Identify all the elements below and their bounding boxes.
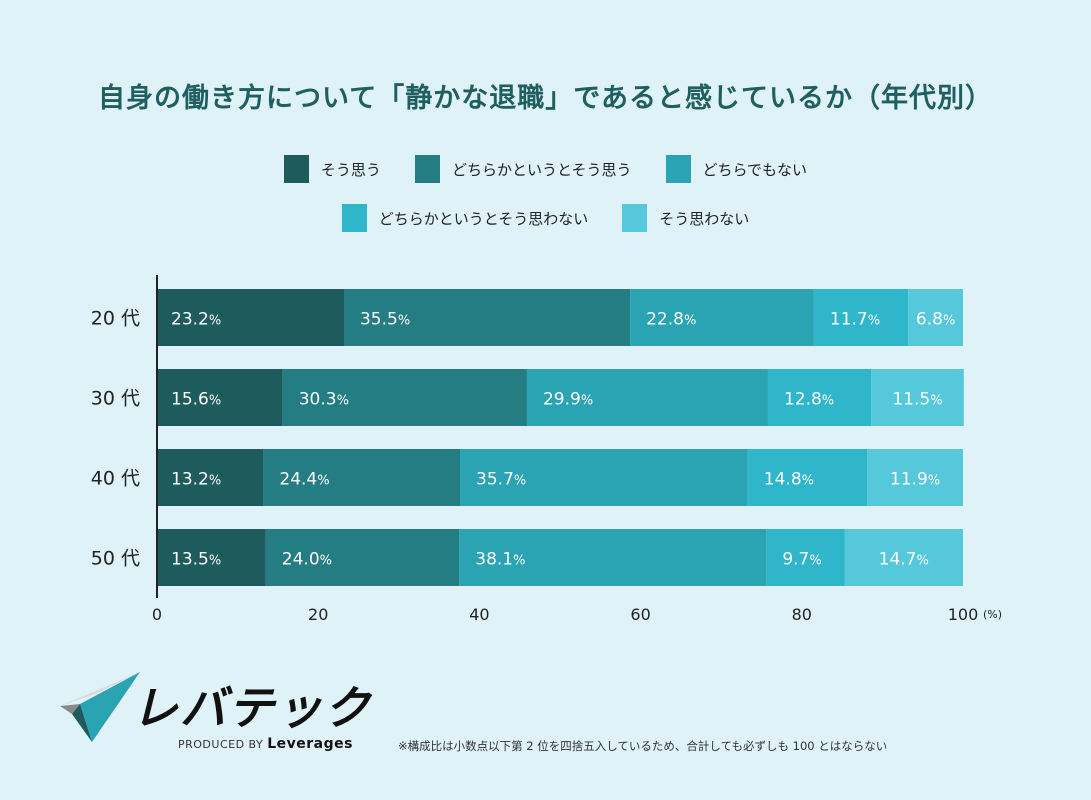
levtech-logo-icon: [60, 672, 140, 742]
data-label: 6.8%: [916, 310, 955, 330]
data-label: 38.1%: [475, 550, 525, 570]
data-label: 23.2%: [171, 310, 221, 330]
legend-item: どちらかというとそう思う: [414, 155, 632, 183]
bar-segment: [844, 529, 963, 586]
legend-label: どちらかというとそう思う: [451, 160, 632, 179]
bar-segment: [460, 449, 748, 506]
data-label: 35.7%: [476, 470, 526, 490]
bar-segment: [908, 289, 963, 346]
data-label: 11.9%: [890, 470, 940, 490]
legend-item: どちらかというとそう思わない: [341, 204, 589, 232]
x-tick-label: 60: [630, 605, 650, 624]
legend-row-1: そう思う どちらかというとそう思う どちらでもない: [0, 155, 1091, 183]
data-label: 9.7%: [782, 550, 821, 570]
footnote: ※構成比は小数点以下第 2 位を四捨五入しているため、合計しても必ずしも 100…: [398, 739, 888, 753]
data-label: 13.2%: [171, 470, 221, 490]
legend-row-2: どちらかというとそう思わない そう思わない: [0, 204, 1091, 232]
legend-swatch: [341, 204, 367, 232]
data-label: 12.8%: [784, 390, 834, 410]
bar-segment: [282, 369, 527, 426]
x-tick-label: 80: [792, 605, 812, 624]
bar-segment: [766, 529, 845, 586]
data-label: 24.0%: [282, 550, 332, 570]
produced-by: PRODUCED BY Leverages: [178, 736, 353, 752]
bar-segment: [747, 449, 868, 506]
bar-segment: [867, 449, 963, 506]
data-label: 35.5%: [360, 310, 410, 330]
legend-swatch: [622, 204, 648, 232]
data-label: 11.5%: [892, 390, 942, 410]
data-label: 14.7%: [879, 550, 929, 570]
legend-swatch: [414, 155, 440, 183]
x-tick-label: 0: [152, 605, 162, 624]
category-label: 40 代: [91, 468, 140, 490]
x-tick-label: 40: [469, 605, 489, 624]
data-label: 11.7%: [830, 310, 880, 330]
legend-item: そう思わない: [622, 204, 749, 232]
data-label: 24.4%: [279, 470, 329, 490]
category-label: 50 代: [91, 548, 140, 570]
bar-segment: [157, 529, 266, 586]
legend-label: そう思う: [320, 160, 381, 179]
bar-segment: [459, 529, 767, 586]
bar-segment: [767, 369, 872, 426]
category-label: 30 代: [91, 388, 140, 410]
legend-item: どちらでもない: [665, 155, 808, 183]
legend-label: どちらでもない: [702, 160, 808, 179]
data-label: 13.5%: [171, 550, 221, 570]
legend-swatch: [665, 155, 691, 183]
bar-segment: [263, 449, 461, 506]
data-label: 22.8%: [646, 310, 696, 330]
legend-swatch: [283, 155, 309, 183]
x-tick-label: 20: [308, 605, 328, 624]
data-label: 14.8%: [764, 470, 814, 490]
bar-segment: [343, 289, 631, 346]
bar-segment: [157, 369, 283, 426]
legend-item: そう思う: [283, 155, 381, 183]
data-label: 15.6%: [171, 390, 221, 410]
legend-label: どちらかというとそう思わない: [378, 209, 589, 228]
x-tick-label: 100: [948, 605, 979, 624]
bar-segment: [265, 529, 460, 586]
chart-title: 自身の働き方について「静かな退職」であると感じているか（年代別）: [98, 83, 993, 114]
bar-segment: [526, 369, 768, 426]
bar-segment: [157, 449, 264, 506]
x-unit-label: (%): [983, 608, 1002, 621]
bar-segment: [871, 369, 964, 426]
bar-chart: 20 代 23.2% 35.5% 22.8% 11.7% 6.8% 30 代 15.6% 30.…: [91, 275, 1002, 624]
legend-label: そう思わない: [659, 209, 750, 228]
data-label: 30.3%: [299, 390, 349, 410]
bar-segment: [157, 289, 344, 346]
data-label: 29.9%: [543, 390, 593, 410]
produced-by-label: PRODUCED BY: [178, 738, 264, 751]
bar-segment: [813, 289, 909, 346]
category-label: 20 代: [91, 308, 140, 330]
brand-logo-text: レバテック: [132, 681, 372, 735]
company-name: Leverages: [267, 736, 353, 752]
bar-segment: [630, 289, 814, 346]
